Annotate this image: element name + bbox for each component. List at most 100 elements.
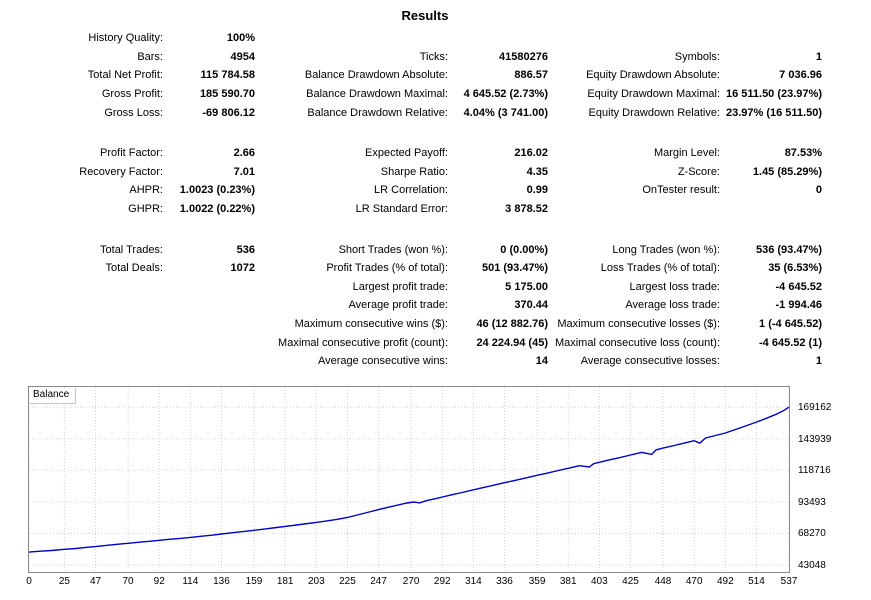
x-axis-tick-label: 336 bbox=[496, 576, 513, 587]
stat-value: 0 bbox=[815, 184, 822, 197]
x-axis-tick-label: 203 bbox=[307, 576, 325, 587]
stat-value: 14 bbox=[535, 355, 548, 368]
stat-label: Balance Drawdown Absolute: bbox=[304, 69, 448, 82]
y-axis-tick-label: 143939 bbox=[798, 433, 832, 445]
stats-row: Profit Factor: 2.66 Expected Payoff: 216.02… bbox=[38, 144, 822, 163]
stats-row: Average consecutive wins: 14 Average conse… bbox=[38, 352, 822, 371]
stat-label: Largest loss trade: bbox=[629, 280, 721, 293]
stat-label: Balance Drawdown Relative: bbox=[307, 106, 448, 119]
stat-label: Expected Payoff: bbox=[365, 147, 448, 160]
x-axis-tick-label: 0 bbox=[26, 576, 32, 587]
stat-label: Profit Factor: bbox=[100, 147, 163, 160]
stat-label: Loss Trades (% of total): bbox=[600, 262, 720, 275]
stats-row: Total Deals: 1072 Profit Trades (% of tota… bbox=[38, 259, 822, 278]
x-axis-tick-label: 114 bbox=[182, 576, 199, 587]
x-axis-tick-label: 448 bbox=[654, 576, 672, 587]
stat-label: Recovery Factor: bbox=[79, 165, 163, 178]
x-axis-tick-label: 136 bbox=[213, 576, 230, 587]
stat-label: Average loss trade: bbox=[625, 299, 720, 312]
x-axis-tick-label: 381 bbox=[559, 576, 577, 587]
balance-curve-svg bbox=[29, 387, 789, 572]
stats-row: History Quality: 100% bbox=[38, 29, 822, 48]
chart-plot-area: Balance bbox=[28, 386, 790, 573]
stat-value: 1.45 (85.29%) bbox=[752, 165, 822, 178]
y-axis-tick-label: 169162 bbox=[798, 402, 832, 414]
stat-label: Total Deals: bbox=[105, 262, 163, 275]
x-axis-tick-label: 270 bbox=[402, 576, 420, 587]
x-axis-tick-label: 359 bbox=[528, 576, 546, 587]
stat-label: Short Trades (won %): bbox=[338, 243, 448, 256]
stat-value: 46 (12 882.76) bbox=[476, 318, 548, 331]
chart-legend-balance: Balance bbox=[30, 388, 77, 404]
stat-label: Sharpe Ratio: bbox=[380, 165, 448, 178]
stats-row: Average profit trade: 370.44 Average loss … bbox=[38, 296, 822, 315]
x-axis-tick-label: 47 bbox=[89, 576, 102, 587]
x-axis-tick-label: 92 bbox=[153, 576, 165, 587]
stats-row: Maximum consecutive wins ($): 46 (12 882.… bbox=[38, 315, 822, 334]
stat-value: 216.02 bbox=[514, 147, 548, 160]
page-title: Results bbox=[401, 8, 449, 23]
stat-label: Average profit trade: bbox=[348, 299, 448, 312]
stat-value: 0 (0.00%) bbox=[500, 243, 548, 256]
stat-label: Bars: bbox=[137, 50, 163, 63]
stat-value: 4.35 bbox=[526, 165, 548, 178]
stat-label: AHPR: bbox=[129, 184, 163, 197]
stat-value: 100% bbox=[226, 32, 255, 45]
stats-row: Bars: 4954 Ticks: 41580276 Symbols: 1 bbox=[38, 48, 822, 67]
stat-value: 536 bbox=[236, 243, 255, 256]
stat-value: 4.04% (3 741.00) bbox=[463, 106, 548, 119]
x-axis-tick-label: 425 bbox=[622, 576, 639, 587]
stat-value: -69 806.12 bbox=[202, 106, 255, 119]
stat-label: Gross Loss: bbox=[104, 106, 163, 119]
stat-value: 3 878.52 bbox=[505, 203, 548, 216]
stats-table: History Quality: 100% Bars: 4954 Ticks: 41580… bbox=[38, 29, 822, 371]
stat-value: 87.53% bbox=[784, 147, 822, 160]
stat-label: Equity Drawdown Maximal: bbox=[587, 88, 720, 101]
stat-label: OnTester result: bbox=[642, 184, 720, 197]
stat-value: 115 784.58 bbox=[200, 69, 255, 82]
y-axis-tick-label: 43048 bbox=[798, 560, 826, 572]
x-axis-tick-label: 403 bbox=[591, 576, 608, 587]
stat-value: 4 645.52 (2.73%) bbox=[463, 88, 548, 101]
stats-row: Total Trades: 536 Short Trades (won %): 0 (… bbox=[38, 240, 822, 259]
stat-label: Maximal consecutive loss (count): bbox=[554, 336, 720, 349]
stat-value: 0.99 bbox=[526, 184, 548, 197]
x-axis-tick-label: 537 bbox=[780, 576, 798, 587]
stat-value: 1.0023 (0.23%) bbox=[179, 184, 255, 197]
stat-label: Z-Score: bbox=[677, 165, 720, 178]
stat-label: GHPR: bbox=[128, 203, 163, 216]
stat-label: Profit Trades (% of total): bbox=[326, 262, 448, 275]
stat-value: 1 bbox=[815, 50, 822, 63]
x-axis-tick-label: 159 bbox=[245, 576, 263, 587]
stat-value: 2.66 bbox=[233, 147, 255, 160]
stat-value: 35 (6.53%) bbox=[768, 262, 822, 275]
stats-group-spacer bbox=[38, 122, 822, 144]
stats-group-spacer bbox=[38, 218, 822, 240]
stat-value: 1.0022 (0.22%) bbox=[179, 203, 255, 216]
x-axis-tick-label: 25 bbox=[58, 576, 70, 587]
x-axis-tick-label: 70 bbox=[122, 576, 134, 587]
stat-label: Equity Drawdown Relative: bbox=[588, 106, 720, 119]
stat-label: Balance Drawdown Maximal: bbox=[306, 88, 448, 101]
stats-row: Gross Profit: 185 590.70 Balance Drawdown … bbox=[38, 85, 822, 104]
stat-value: 24 224.94 (45) bbox=[476, 336, 548, 349]
stat-label: LR Standard Error: bbox=[355, 203, 448, 216]
stat-label: Gross Profit: bbox=[101, 88, 163, 101]
x-axis-tick-label: 247 bbox=[370, 576, 387, 587]
stat-label: Maximum consecutive losses ($): bbox=[557, 318, 720, 331]
stat-value: 501 (93.47%) bbox=[481, 262, 548, 275]
stat-value: 370.44 bbox=[514, 299, 548, 312]
stat-label: Long Trades (won %): bbox=[612, 243, 720, 256]
x-axis-tick-label: 514 bbox=[748, 576, 765, 587]
stat-label: History Quality: bbox=[88, 32, 163, 45]
stats-row: Largest profit trade: 5 175.00 Largest los… bbox=[38, 278, 822, 297]
stat-value: 16 511.50 (23.97%) bbox=[725, 88, 822, 101]
stat-label: Symbols: bbox=[674, 50, 720, 63]
stat-value: 7 036.96 bbox=[779, 69, 822, 82]
balance-chart: Balance 43048 68270 93493 118716 143939 16916… bbox=[26, 386, 871, 598]
stat-value: 4954 bbox=[230, 50, 255, 63]
stat-label: LR Correlation: bbox=[374, 184, 448, 197]
y-axis-tick-label: 118716 bbox=[798, 465, 831, 477]
x-axis-tick-label: 292 bbox=[433, 576, 451, 587]
y-axis-tick-label: 93493 bbox=[798, 496, 826, 508]
